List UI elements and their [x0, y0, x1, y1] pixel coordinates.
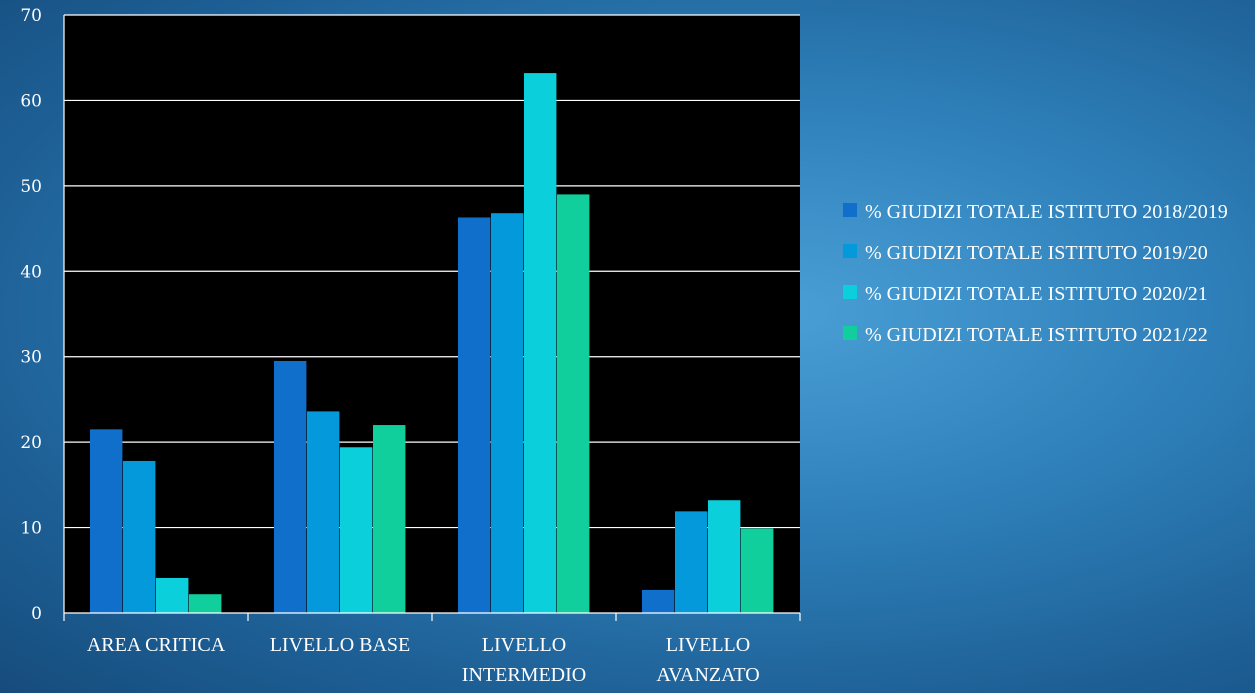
bar: [274, 360, 307, 613]
y-tick-label: 50: [20, 177, 42, 197]
bar: [123, 460, 156, 613]
y-tick-label: 10: [20, 519, 42, 539]
legend-item: % GIUDIZI TOTALE ISTITUTO 2018/2019: [843, 197, 1253, 227]
legend-label: % GIUDIZI TOTALE ISTITUTO 2018/2019: [865, 201, 1228, 223]
bar-chart: 0 10 20 30 40 50 60 70 AREA CRITICA LIVELLO BASE…: [20, 6, 801, 686]
bar: [156, 577, 189, 613]
category-label: AVANZATO: [656, 664, 759, 686]
legend-swatch: [843, 326, 857, 340]
bar: [373, 425, 406, 613]
legend-label: % GIUDIZI TOTALE ISTITUTO 2019/20: [865, 242, 1208, 264]
bar: [189, 594, 222, 613]
y-tick-label: 30: [20, 348, 42, 368]
legend-swatch: [843, 203, 857, 217]
category-label: LIVELLO: [666, 634, 750, 656]
bar: [491, 213, 524, 614]
y-tick-labels: 0 10 20 30 40 50 60 70: [20, 6, 42, 624]
bars: [90, 73, 774, 614]
legend-swatch: [843, 244, 857, 258]
bar: [307, 411, 340, 613]
y-tick-label: 60: [20, 91, 42, 111]
bar: [524, 73, 557, 613]
category-label: LIVELLO BASE: [270, 634, 411, 656]
axes: [63, 15, 801, 621]
legend-item: % GIUDIZI TOTALE ISTITUTO 2021/22: [843, 320, 1253, 350]
gridlines: [64, 14, 800, 529]
bar: [340, 447, 373, 613]
category-label: AREA CRITICA: [87, 634, 226, 656]
legend: % GIUDIZI TOTALE ISTITUTO 2018/2019 % GIU…: [843, 197, 1253, 361]
y-tick-label: 40: [20, 262, 42, 282]
category-label: INTERMEDIO: [462, 664, 586, 686]
legend-label: % GIUDIZI TOTALE ISTITUTO 2021/22: [865, 324, 1208, 346]
bar: [642, 589, 675, 613]
bar: [90, 429, 123, 613]
category-label: LIVELLO: [482, 634, 566, 656]
legend-item: % GIUDIZI TOTALE ISTITUTO 2019/20: [843, 238, 1253, 268]
category-labels: AREA CRITICA LIVELLO BASE LIVELLO INTERMEDI…: [87, 634, 760, 686]
y-tick-label: 20: [20, 433, 42, 453]
bar: [557, 194, 590, 613]
bar: [675, 511, 708, 613]
y-tick-label: 70: [20, 6, 42, 26]
bar: [741, 528, 774, 613]
legend-label: % GIUDIZI TOTALE ISTITUTO 2020/21: [865, 283, 1208, 305]
bar: [458, 217, 491, 614]
legend-item: % GIUDIZI TOTALE ISTITUTO 2020/21: [843, 279, 1253, 309]
legend-swatch: [843, 285, 857, 299]
y-tick-label: 0: [31, 604, 42, 624]
bar: [708, 500, 741, 613]
